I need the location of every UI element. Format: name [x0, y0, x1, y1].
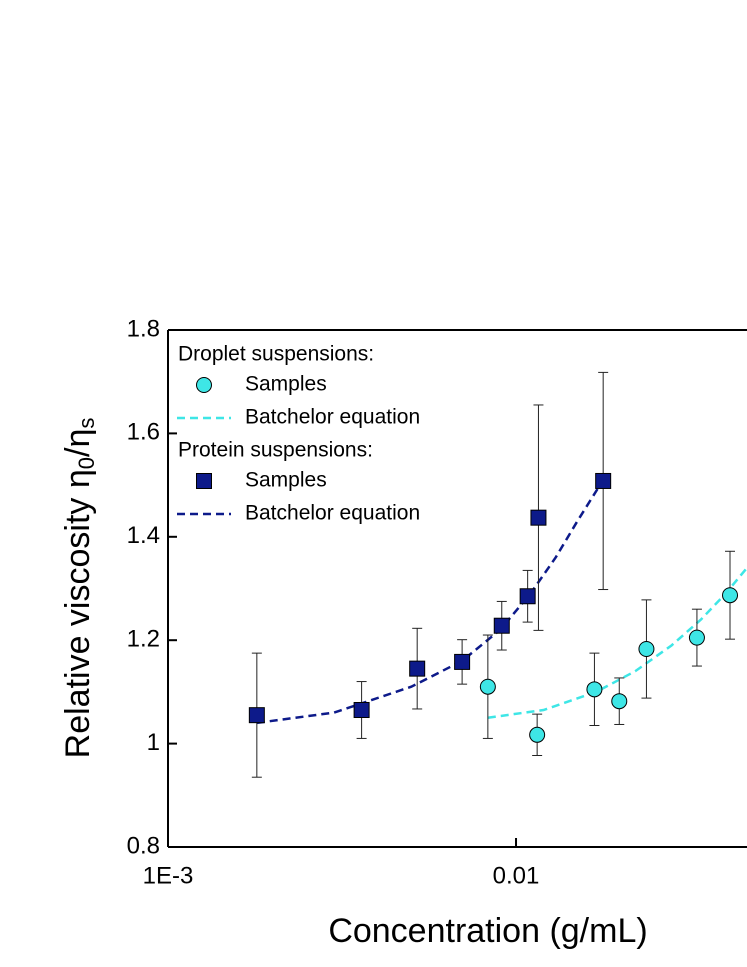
data-point — [493, 617, 510, 634]
data-point — [248, 707, 265, 724]
legend-group-title: Protein suspensions: — [178, 439, 373, 462]
data-point — [688, 629, 705, 646]
x-tick-label: 0.01 — [493, 862, 540, 889]
y-tick-label: 1.8 — [127, 315, 160, 342]
legend-marker — [196, 377, 212, 393]
data-point — [479, 678, 496, 695]
plot-area — [248, 371, 747, 778]
x-axis-title: Concentration (g/mL) — [328, 912, 647, 950]
legend-label: Samples — [245, 373, 327, 396]
y-tick-label: 1 — [147, 729, 160, 756]
y-axis-title: Relative viscosity η0/ηs — [59, 418, 99, 759]
y-axis-title-part: /η — [59, 429, 97, 457]
y-tick-label: 1.4 — [127, 522, 160, 549]
data-point — [530, 509, 547, 526]
data-point — [529, 726, 546, 743]
data-point — [519, 588, 536, 605]
y-tick-label: 1.6 — [127, 419, 160, 446]
data-point — [454, 653, 471, 670]
y-axis-title-part: s — [74, 418, 99, 429]
legend-label: Batchelor equation — [245, 502, 420, 525]
y-tick-label: 1.2 — [127, 626, 160, 653]
data-point — [638, 640, 655, 657]
fit-line — [487, 567, 747, 719]
y-axis-title-part: 0 — [74, 457, 99, 469]
legend-label: Batchelor equation — [245, 406, 420, 429]
data-point — [586, 681, 603, 698]
legend-group-title: Droplet suspensions: — [178, 343, 374, 366]
data-point — [409, 660, 426, 677]
data-point — [722, 587, 739, 604]
y-axis-title-part: Relative viscosity η — [59, 469, 97, 758]
data-point — [353, 701, 370, 718]
legend-marker — [196, 473, 212, 489]
y-tick-label: 0.8 — [127, 832, 160, 859]
x-tick-label: 1E-3 — [143, 862, 194, 889]
data-point — [611, 693, 628, 710]
legend-label: Samples — [245, 469, 327, 492]
data-point — [595, 472, 612, 489]
